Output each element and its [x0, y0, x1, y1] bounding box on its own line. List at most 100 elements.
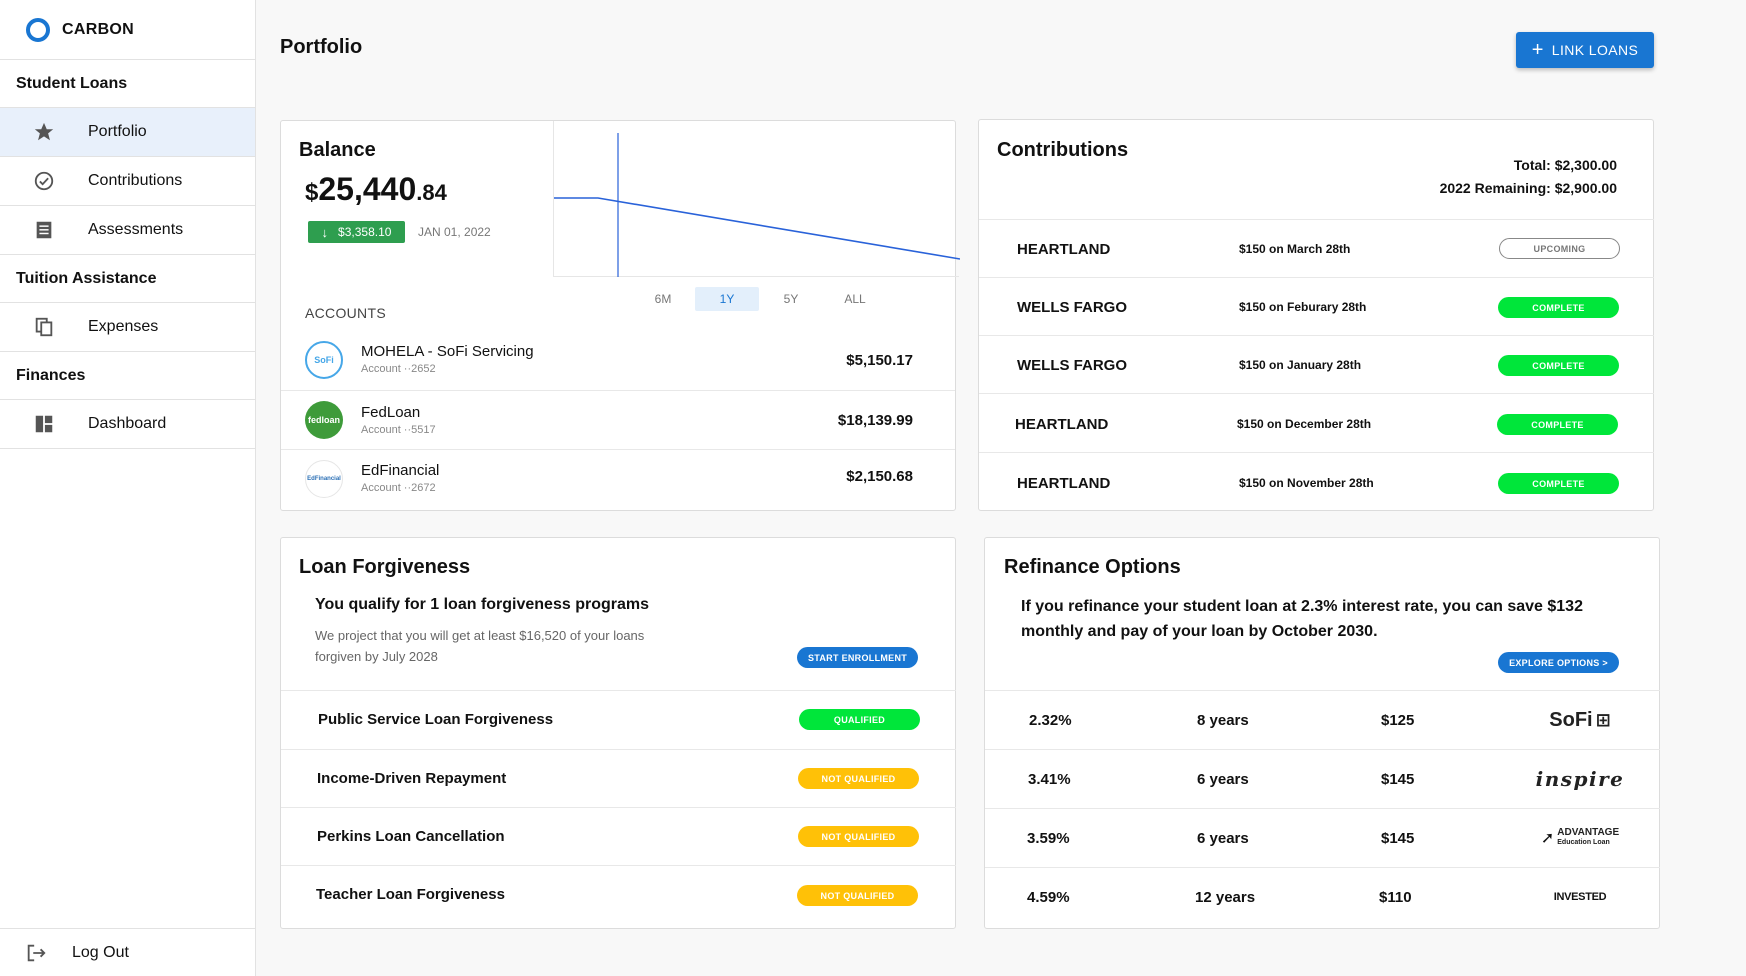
program-name: Public Service Loan Forgiveness	[318, 711, 554, 728]
range-all[interactable]: ALL	[844, 292, 866, 306]
start-enrollment-button[interactable]: START ENROLLMENT	[797, 647, 918, 668]
contribution-row[interactable]: HEARTLAND $150 on December 28th COMPLETE	[979, 393, 1654, 451]
lender-name: SoFi	[1549, 708, 1593, 731]
option-rate: 4.59%	[1027, 889, 1070, 906]
sidebar-item-label: Contributions	[88, 172, 183, 189]
balance-card: Balance $25,440.84 ↓ $3,358.10 JAN 01, 2…	[280, 120, 961, 511]
forgiveness-program-row[interactable]: Income-Driven Repayment NOT QUALIFIED	[281, 749, 956, 807]
range-1y[interactable]: 1Y	[695, 287, 759, 311]
sofi-mark-icon: ⊞	[1595, 709, 1611, 730]
contribution-date: $150 on Feburary 28th	[1239, 300, 1367, 314]
brand[interactable]: CARBON	[0, 0, 255, 60]
contributions-title: Contributions	[997, 139, 1129, 161]
plus-icon: +	[1531, 39, 1544, 61]
list-icon	[0, 219, 88, 241]
contribution-row[interactable]: WELLS FARGO $150 on January 28th COMPLET…	[979, 335, 1654, 393]
contribution-lender: HEARTLAND	[1017, 241, 1111, 258]
advantage-wordmark: ADVANTAGE Education Loan	[1557, 828, 1619, 848]
sidebar-item-dashboard[interactable]: Dashboard	[0, 400, 255, 449]
logout-icon	[0, 942, 72, 964]
balance-integer: 25,440	[318, 171, 417, 207]
balance-line	[554, 197, 961, 260]
account-name: EdFinancial	[361, 462, 440, 479]
link-loans-label: LINK LOANS	[1551, 42, 1639, 58]
range-6m[interactable]: 6M	[654, 292, 672, 306]
account-number: Account ··5517	[361, 424, 436, 436]
account-name: MOHELA - SoFi Servicing	[361, 343, 534, 360]
link-loans-button[interactable]: + LINK LOANS	[1516, 32, 1654, 68]
contributions-totals: Total: $2,300.00 2022 Remaining: $2,900.…	[1440, 154, 1617, 200]
status-badge: NOT QUALIFIED	[798, 826, 919, 847]
sidebar-item-portfolio[interactable]: Portfolio	[0, 108, 255, 157]
account-row[interactable]: fedloan FedLoan Account ··5517 $18,139.9…	[281, 390, 955, 448]
section-finances: Finances	[0, 352, 255, 400]
account-number: Account ··2672	[361, 482, 436, 494]
forgiveness-headline: You qualify for 1 loan forgiveness progr…	[315, 596, 649, 613]
balance-date: JAN 01, 2022	[418, 225, 491, 239]
sidebar-item-expenses[interactable]: Expenses	[0, 303, 255, 352]
refinance-option-row[interactable]: 3.59% 6 years $145 ➚ ADVANTAGE Education…	[985, 808, 1660, 867]
balance-title: Balance	[299, 139, 376, 161]
refinance-option-row[interactable]: 4.59% 12 years $110 INVESTED	[985, 867, 1660, 926]
refinance-option-row[interactable]: 3.41% 6 years $145 inspire	[985, 749, 1660, 808]
copy-icon	[0, 316, 88, 338]
option-rate: 3.41%	[1028, 771, 1071, 788]
logout-label: Log Out	[72, 943, 129, 961]
option-payment: $145	[1381, 830, 1415, 847]
star-icon	[0, 121, 88, 143]
balance-currency: $	[305, 179, 319, 206]
refinance-option-row[interactable]: 2.32% 8 years $125 SoFi ⊞	[985, 690, 1660, 749]
option-rate: 3.59%	[1027, 830, 1070, 847]
contributions-card: Contributions Total: $2,300.00 2022 Rema…	[978, 119, 1654, 511]
account-amount: $5,150.17	[846, 352, 913, 369]
lender-name: ADVANTAGE	[1557, 827, 1620, 838]
carbon-logo-icon	[26, 17, 50, 42]
status-badge: COMPLETE	[1498, 473, 1619, 494]
contribution-row[interactable]: WELLS FARGO $150 on Feburary 28th COMPLE…	[979, 277, 1654, 335]
program-name: Perkins Loan Cancellation	[317, 828, 505, 845]
status-badge: COMPLETE	[1497, 414, 1618, 435]
balance-decimal: .84	[416, 180, 447, 205]
balance-change-value: $3,358.10	[338, 225, 392, 239]
status-badge: QUALIFIED	[799, 709, 920, 730]
contribution-lender: WELLS FARGO	[1017, 299, 1127, 316]
advantage-swoosh-icon: ➚	[1540, 830, 1555, 847]
contribution-date: $150 on January 28th	[1239, 358, 1362, 372]
check-circle-icon	[0, 170, 88, 192]
arrow-down-icon: ↓	[321, 224, 329, 240]
accounts-label: ACCOUNTS	[305, 305, 386, 321]
account-row[interactable]: SoFi MOHELA - SoFi Servicing Account ··2…	[281, 331, 955, 389]
contributions-remaining: 2022 Remaining: $2,900.00	[1439, 180, 1617, 196]
account-row[interactable]: EdFinancial EdFinancial Account ··2672 $…	[281, 449, 955, 507]
contribution-date: $150 on November 28th	[1239, 476, 1374, 490]
sidebar-item-label: Assessments	[88, 221, 184, 238]
page-title: Portfolio	[280, 36, 363, 58]
sidebar-item-label: Expenses	[88, 318, 159, 335]
sidebar-item-label: Dashboard	[88, 415, 167, 432]
option-term: 6 years	[1197, 771, 1249, 788]
section-student-loans: Student Loans	[0, 60, 255, 108]
forgiveness-program-row[interactable]: Public Service Loan Forgiveness QUALIFIE…	[281, 690, 956, 748]
contribution-lender: HEARTLAND	[1017, 475, 1111, 492]
forgiveness-program-row[interactable]: Perkins Loan Cancellation NOT QUALIFIED	[281, 807, 956, 865]
lender-name: inspire	[1535, 767, 1625, 791]
contribution-date: $150 on December 28th	[1237, 417, 1372, 431]
option-rate: 2.32%	[1029, 712, 1072, 729]
sidebar-item-contributions[interactable]: Contributions	[0, 157, 255, 206]
forgiveness-description: We project that you will get at least $1…	[315, 628, 645, 664]
option-payment: $145	[1381, 771, 1415, 788]
advantage-logo: ➚ ADVANTAGE Education Loan	[1535, 823, 1625, 853]
status-badge: COMPLETE	[1498, 355, 1619, 376]
contribution-row[interactable]: HEARTLAND $150 on November 28th COMPLETE	[979, 452, 1654, 510]
contribution-row[interactable]: HEARTLAND $150 on March 28th UPCOMING	[979, 219, 1654, 277]
contribution-date: $150 on March 28th	[1239, 242, 1351, 256]
range-selector: 6M 1Y 5Y ALL	[631, 287, 887, 311]
explore-options-button[interactable]: EXPLORE OPTIONS >	[1498, 652, 1619, 673]
forgiveness-program-row[interactable]: Teacher Loan Forgiveness NOT QUALIFIED	[281, 865, 956, 923]
balance-line-chart[interactable]	[553, 121, 961, 277]
sidebar-item-assessments[interactable]: Assessments	[0, 206, 255, 255]
range-5y[interactable]: 5Y	[783, 292, 799, 306]
option-term: 6 years	[1197, 830, 1249, 847]
logout-button[interactable]: Log Out	[0, 928, 255, 976]
option-payment: $110	[1379, 889, 1412, 906]
